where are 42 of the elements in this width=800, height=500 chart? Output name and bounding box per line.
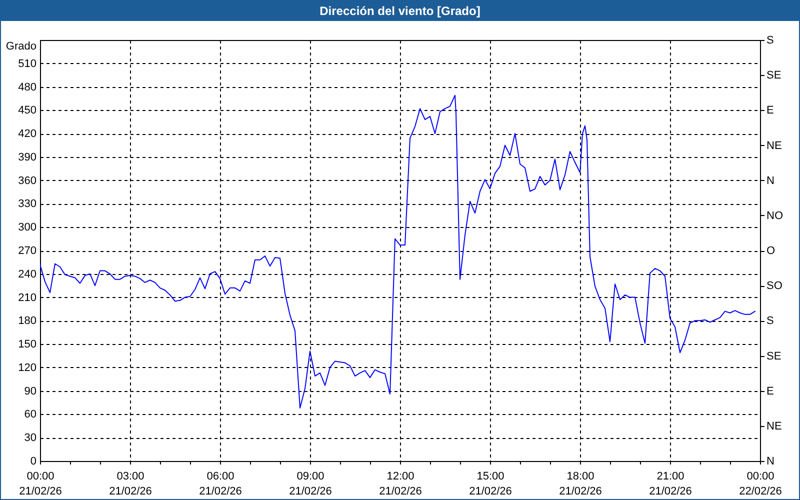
category-label: SE: [766, 350, 782, 362]
y-tick-label: 30: [24, 432, 36, 444]
y-tick-label: 420: [18, 128, 36, 140]
y-tick-label: 120: [18, 362, 36, 374]
category-label: NE: [766, 420, 782, 432]
y-tick-label: 480: [18, 81, 36, 94]
category-label: SO: [766, 280, 782, 292]
x-tick-label: 21:00 21/02/26: [649, 470, 692, 498]
y-tick-label: 450: [18, 104, 36, 117]
category-label: S: [766, 315, 774, 328]
x-tick-label: 09:00 21/02/26: [289, 470, 332, 498]
category-label: E: [766, 104, 774, 117]
y-tick-label: 0: [30, 456, 36, 468]
y-tick-label: 240: [18, 268, 36, 280]
y-tick-label: 180: [18, 315, 36, 328]
x-tick-label: 12:00 21/02/26: [379, 470, 422, 498]
x-tick-label: 18:00 21/02/26: [559, 470, 602, 498]
y-tick-label: 90: [24, 385, 36, 398]
category-label: O: [766, 245, 776, 257]
y-axis-title: Grado: [6, 40, 36, 52]
category-label: NO: [766, 210, 783, 222]
x-tick-label: 06:00 21/02/26: [199, 470, 242, 498]
y-tick-label: 210: [18, 292, 36, 304]
category-label: S: [766, 34, 774, 46]
category-label: SE: [766, 70, 782, 82]
chart-title: Dirección del viento [Grado]: [1, 1, 799, 21]
y-tick-label: 510: [18, 58, 36, 70]
y-tick-label: 390: [18, 151, 36, 164]
x-tick-label: 00:00 22/02/26: [739, 470, 782, 498]
x-tick-label: 00:00 21/02/26: [19, 470, 62, 498]
y-tick-label: 270: [18, 245, 36, 257]
y-tick-label: 150: [18, 338, 36, 351]
category-label: NE: [766, 140, 782, 152]
category-label: N: [766, 174, 774, 187]
y-tick-label: 300: [18, 222, 36, 234]
y-tick-label: 360: [18, 174, 36, 187]
y-tick-label: 330: [18, 198, 36, 210]
category-label: E: [766, 385, 774, 398]
x-tick-label: 03:00 21/02/26: [109, 470, 152, 498]
x-tick-label: 15:00 21/02/26: [469, 470, 512, 498]
y-tick-label: 60: [24, 408, 36, 421]
category-label: N: [766, 456, 774, 468]
